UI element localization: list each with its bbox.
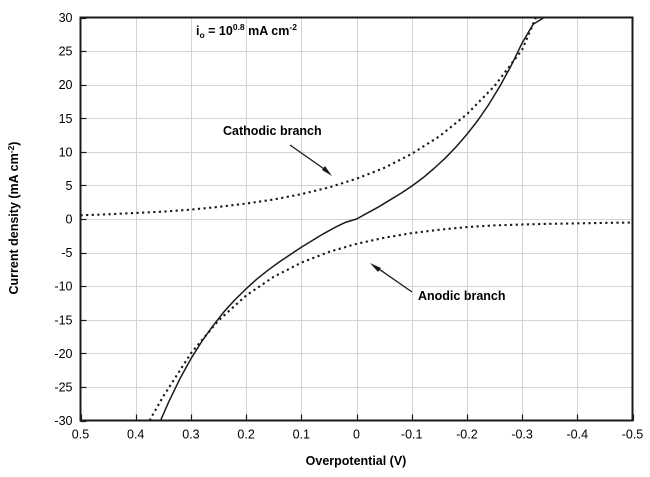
y-axis-tick-label: 25: [59, 45, 73, 59]
y-axis-tick-label: 20: [59, 78, 73, 92]
x-axis-tick-label: 0.1: [293, 428, 310, 442]
anodic-branch-arrow-shaft: [375, 266, 413, 293]
y-axis-title: Current density (mA cm-2): [6, 142, 21, 295]
anodic-branch-arrow-head: [370, 263, 381, 272]
y-axis-tick-label: 0: [66, 213, 73, 227]
x-axis-tick-label: -0.1: [401, 428, 423, 442]
x-axis-tick-label: 0.4: [127, 428, 144, 442]
y-axis-tick-label: -25: [54, 380, 72, 394]
io-subscript: o: [199, 30, 204, 40]
exchange-current-annotation: io = 100.8 mA cm-2: [196, 22, 297, 40]
io-units-exponent: -2: [289, 22, 297, 32]
curve-net-current-butler-volmer: [159, 17, 551, 421]
y-axis-tick-label: -10: [54, 280, 72, 294]
y-axis-tick-label: 10: [59, 145, 73, 159]
cathodic-branch-arrow-head: [322, 166, 332, 176]
y-axis-tick-label: 15: [59, 112, 73, 126]
io-symbol: i: [196, 24, 199, 38]
y-axis-ticks: [80, 17, 87, 423]
y-axis-tick-label: 30: [59, 11, 73, 25]
io-exponent: 0.8: [233, 22, 245, 32]
cathodic-branch-arrow-shaft: [289, 144, 328, 172]
x-axis-tick-label: 0.5: [72, 428, 89, 442]
y-axis-tick-label: -15: [54, 313, 72, 327]
y-axis-title-base: Current density (mA cm: [7, 153, 21, 294]
x-axis-tick-label: 0.2: [237, 428, 254, 442]
y-axis-tick-label: 5: [66, 179, 73, 193]
y-axis-tick-label: -5: [61, 246, 72, 260]
y-axis-title-superscript: -2: [6, 145, 16, 153]
anodic-branch-label: Anodic branch: [418, 289, 506, 303]
data-curves: [80, 17, 633, 421]
anodic-branch-annotation: Anodic branch: [370, 263, 506, 303]
x-axis-tick-label: -0.3: [511, 428, 533, 442]
x-axis-tick-label: -0.4: [567, 428, 589, 442]
cathodic-branch-annotation: Cathodic branch: [223, 124, 332, 176]
svg-text:Current density (mA cm-2): Current density (mA cm-2): [6, 142, 21, 295]
y-axis-tick-label: -30: [54, 414, 72, 428]
x-axis-tick-label: 0.3: [182, 428, 199, 442]
x-axis-tick-label: 0: [353, 428, 360, 442]
x-axis-tick-label: -0.5: [622, 428, 644, 442]
x-axis-tick-label: -0.2: [456, 428, 478, 442]
svg-text:io = 100.8 mA cm-2: io = 100.8 mA cm-2: [196, 22, 297, 40]
y-axis-tick-labels: 30 25 20 15 10 5 0 -5 -10 -15 -20 -25 -30: [54, 11, 72, 428]
curve-anodic-branch: [148, 221, 633, 421]
io-units: mA cm: [245, 24, 290, 38]
y-axis-tick-label: -20: [54, 347, 72, 361]
x-axis-ticks: [80, 414, 635, 421]
curve-cathodic-branch: [80, 17, 537, 217]
gridlines: [80, 17, 633, 421]
x-axis-tick-labels: 0.5 0.4 0.3 0.2 0.1 0 -0.1 -0.2 -0.3 -0.4 -0.5: [72, 428, 644, 442]
io-equals-ten: = 10: [205, 24, 233, 38]
y-axis-title-tail: ): [7, 142, 21, 146]
cathodic-branch-label: Cathodic branch: [223, 124, 322, 138]
x-axis-title: Overpotential (V): [306, 454, 407, 468]
